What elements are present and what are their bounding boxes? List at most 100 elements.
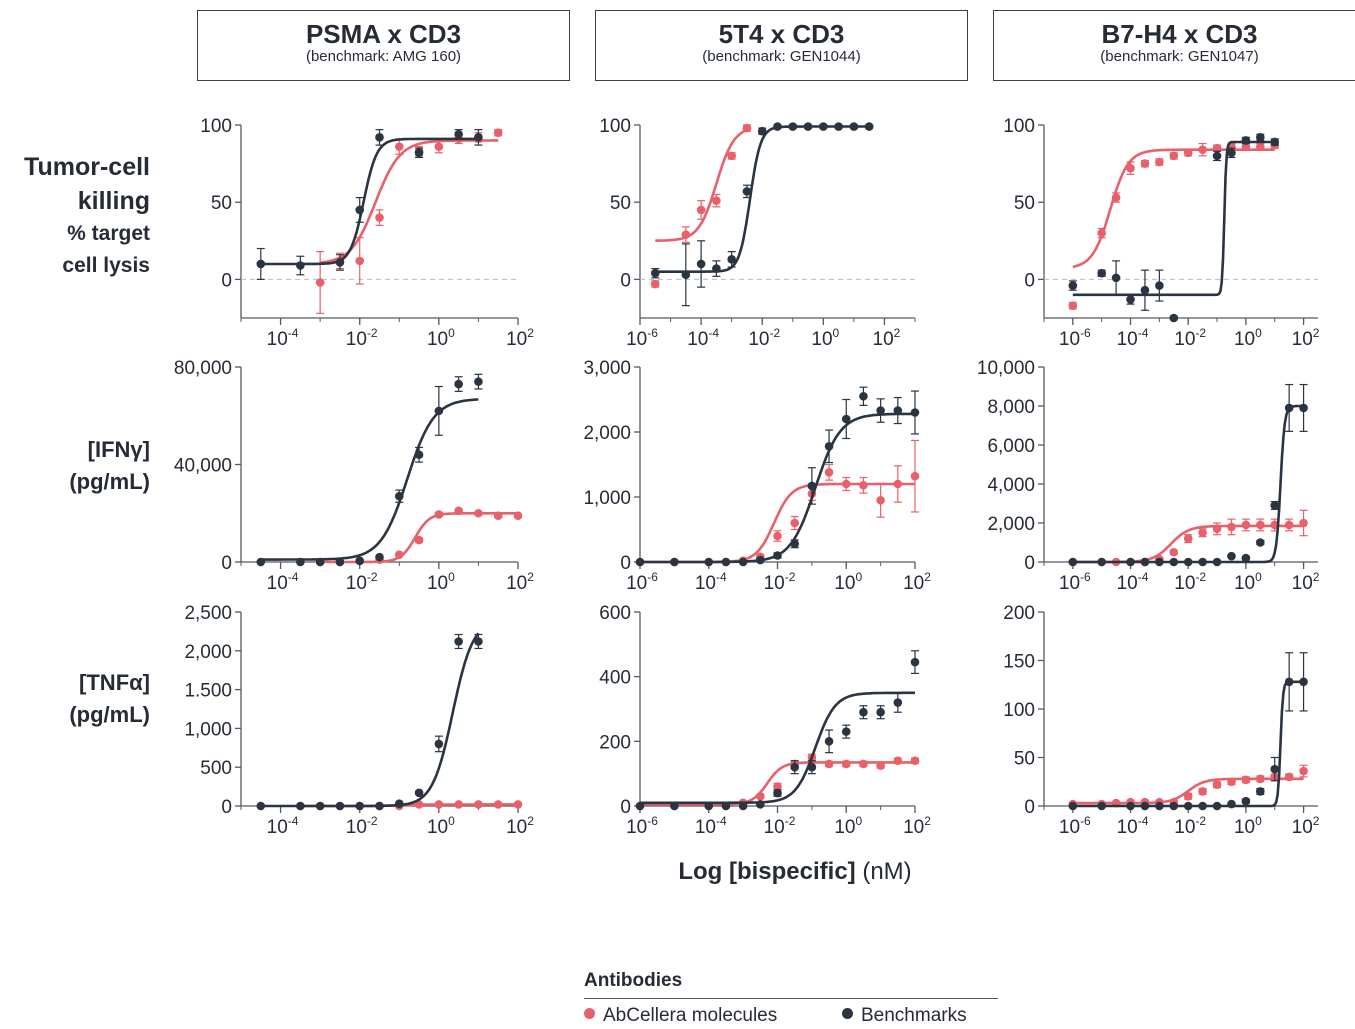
y-tick-label: 0 [1024, 553, 1035, 574]
panel-7: 0 500 1,000 1.500 2,000 2,500 10-4 10-2 100 102 [184, 603, 534, 838]
x-tick-label: 102 [873, 326, 901, 350]
y-tick-label: 0 [1024, 797, 1035, 818]
data-point-benchmark [670, 801, 679, 811]
data-point-abcellera [841, 759, 851, 769]
y-tick-label: 40,000 [174, 456, 232, 477]
data-point-benchmark [738, 801, 748, 811]
data-point-benchmark [296, 801, 305, 811]
data-point-benchmark [1270, 137, 1280, 147]
data-point-benchmark [864, 122, 874, 131]
fit-curve-benchmark [1072, 140, 1275, 297]
x-tick-label: 10-6 [626, 570, 658, 594]
y-tick-label: 0 [620, 797, 631, 818]
data-point-abcellera [696, 205, 706, 215]
data-point-benchmark [1068, 557, 1078, 567]
y-tick-label: 100 [200, 116, 232, 137]
data-point-benchmark [1241, 796, 1251, 806]
x-tick-label: 10-4 [1117, 326, 1149, 350]
y-tick-label: 500 [200, 758, 232, 779]
fit-curve-abcellera [319, 139, 499, 264]
data-point-benchmark [1256, 787, 1265, 796]
data-point-benchmark [454, 379, 463, 389]
fit-curve-abcellera [320, 511, 518, 564]
data-point-abcellera [910, 756, 920, 766]
x-tick-label: 102 [1292, 570, 1320, 594]
data-point-benchmark [1068, 801, 1078, 811]
data-point-abcellera [1212, 143, 1222, 153]
data-point-benchmark [414, 788, 424, 798]
data-point-benchmark [876, 707, 885, 717]
x-tick-label: 102 [1292, 326, 1320, 350]
x-tick-label: 102 [506, 814, 534, 838]
data-point-abcellera [681, 230, 691, 239]
data-point-benchmark [394, 799, 404, 808]
data-point-benchmark [1169, 801, 1179, 811]
y-tick-label: 0 [620, 270, 631, 291]
data-point-abcellera [1198, 145, 1207, 155]
data-point-benchmark [756, 555, 765, 565]
data-point-abcellera [315, 278, 325, 287]
data-point-abcellera [876, 495, 885, 505]
data-point-abcellera [1241, 520, 1251, 530]
legend: Antibodies AbCellera molecules Benchmarks [584, 970, 998, 1027]
data-point-abcellera [1198, 787, 1207, 796]
data-point-benchmark [876, 406, 885, 415]
data-point-benchmark [296, 557, 305, 567]
data-point-benchmark [375, 133, 384, 142]
data-point-benchmark [1227, 799, 1236, 809]
data-point-benchmark [335, 258, 345, 267]
data-point-benchmark [757, 126, 767, 136]
data-point-benchmark [1212, 557, 1222, 567]
data-point-benchmark [414, 450, 424, 460]
x-tick-label: 102 [506, 326, 534, 350]
x-tick-label: 10-2 [1174, 570, 1206, 594]
data-point-benchmark [256, 801, 266, 811]
x-tick-label: 102 [903, 814, 931, 838]
data-point-benchmark [849, 122, 859, 131]
data-point-benchmark [474, 133, 483, 142]
data-point-benchmark [910, 657, 920, 667]
data-point-benchmark [803, 122, 813, 131]
data-point-benchmark [824, 442, 834, 451]
x-tick-label: 10-2 [346, 570, 378, 594]
x-tick-label: 100 [427, 570, 455, 594]
data-point-benchmark [1212, 801, 1222, 811]
data-point-benchmark [1183, 557, 1193, 567]
fit-curve-abcellera [1072, 777, 1304, 805]
y-tick-label: 200 [1003, 603, 1035, 624]
row-label-line: (pg/mL) [69, 469, 150, 494]
fit-curve-benchmark [260, 398, 479, 561]
data-point-abcellera [375, 213, 384, 222]
data-point-abcellera [1256, 520, 1265, 530]
y-tick-label: 600 [599, 603, 631, 624]
row-label-line: (pg/mL) [69, 702, 150, 727]
x-tick-label: 100 [1234, 326, 1262, 350]
data-point-abcellera [1169, 151, 1179, 161]
data-point-benchmark [635, 557, 645, 567]
fit-curve-abcellera [640, 761, 915, 806]
data-point-benchmark [910, 408, 920, 417]
data-point-abcellera [712, 196, 721, 205]
y-tick-label: 4,000 [987, 475, 1035, 496]
y-tick-label: 400 [599, 668, 631, 689]
data-point-benchmark [256, 259, 266, 269]
panel-4: 0 40,000 80,000 10-4 10-2 100 102 [174, 358, 534, 594]
data-point-benchmark [315, 801, 325, 811]
x-tick-label: 102 [903, 570, 931, 594]
fit-curve-benchmark [260, 632, 480, 808]
data-point-benchmark [788, 122, 798, 131]
fit-curve-abcellera [655, 128, 748, 242]
column-header-b7h4: B7-H4 x CD3 (benchmark: GEN1047) [993, 10, 1355, 81]
column-subtitle: (benchmark: AMG 160) [305, 48, 462, 65]
data-point-abcellera [394, 550, 404, 559]
data-point-abcellera [513, 511, 523, 520]
data-point-abcellera [1140, 159, 1150, 168]
column-header-5t4: 5T4 x CD3 (benchmark: GEN1044) [595, 10, 968, 81]
y-tick-label: 150 [1003, 652, 1035, 673]
data-point-abcellera [1256, 142, 1265, 151]
y-tick-label: 0 [1024, 270, 1035, 291]
x-tick-label: 10-4 [695, 814, 727, 838]
data-point-benchmark [893, 698, 903, 707]
column-header-psma: PSMA x CD3 (benchmark: AMG 160) [197, 10, 570, 81]
data-point-abcellera [493, 128, 503, 138]
